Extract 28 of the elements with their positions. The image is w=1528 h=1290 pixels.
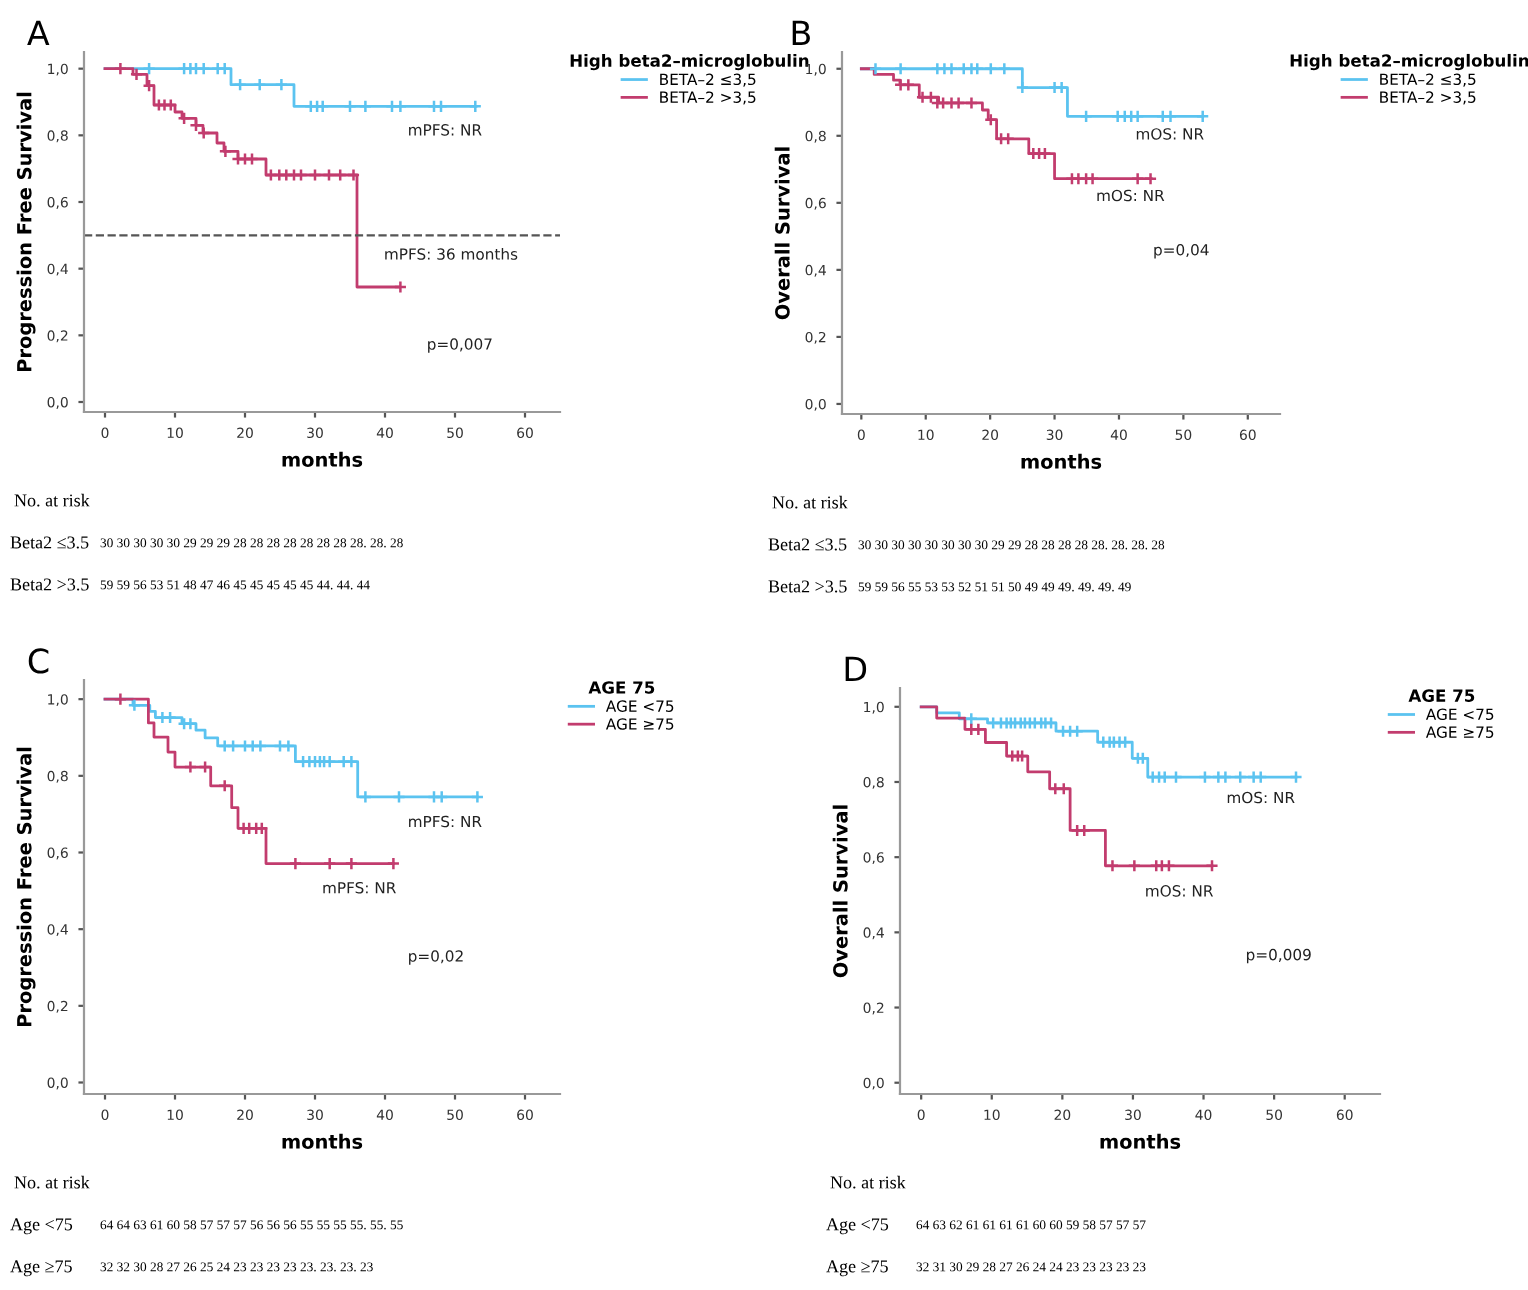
chart-title: C: [28, 648, 49, 674]
chart-title: D: [845, 656, 867, 682]
text: Beta2 ≤3.5: [10, 536, 89, 549]
text: Age <75: [10, 1218, 73, 1235]
legend-title: High beta2–microglobulin: [570, 53, 809, 71]
chart-title: B: [792, 20, 810, 46]
legend-title: High beta2–microglobulin: [1290, 53, 1528, 71]
text: No. at risk: [14, 1175, 90, 1189]
x-axis-title: months: [1021, 453, 1102, 469]
text: Age ≥75: [826, 1260, 888, 1277]
text: No. at risk: [772, 495, 848, 509]
y-axis-title: Progression Free Survival: [16, 747, 36, 1027]
legend-title: AGE 75: [588, 681, 655, 694]
text: Beta2 >3.5: [768, 580, 847, 593]
y-axis-title: Overall Survival: [832, 805, 848, 978]
y-axis-title: Progression Free Survival: [16, 92, 36, 372]
y-axis-title: Overall Survival: [774, 147, 790, 320]
text: No. at risk: [14, 493, 90, 507]
text: Age <75: [826, 1218, 889, 1235]
legend-title: AGE 75: [1408, 689, 1475, 702]
x-axis-title: months: [1100, 1133, 1181, 1149]
text: Beta2 >3.5: [10, 578, 89, 591]
text: Beta2 ≤3.5: [768, 538, 847, 551]
x-axis-title: months: [282, 1133, 363, 1149]
chart-title: A: [27, 20, 50, 46]
x-axis-title: months: [282, 451, 363, 467]
text: No. at risk: [830, 1175, 906, 1189]
text: Age ≥75: [10, 1260, 72, 1277]
